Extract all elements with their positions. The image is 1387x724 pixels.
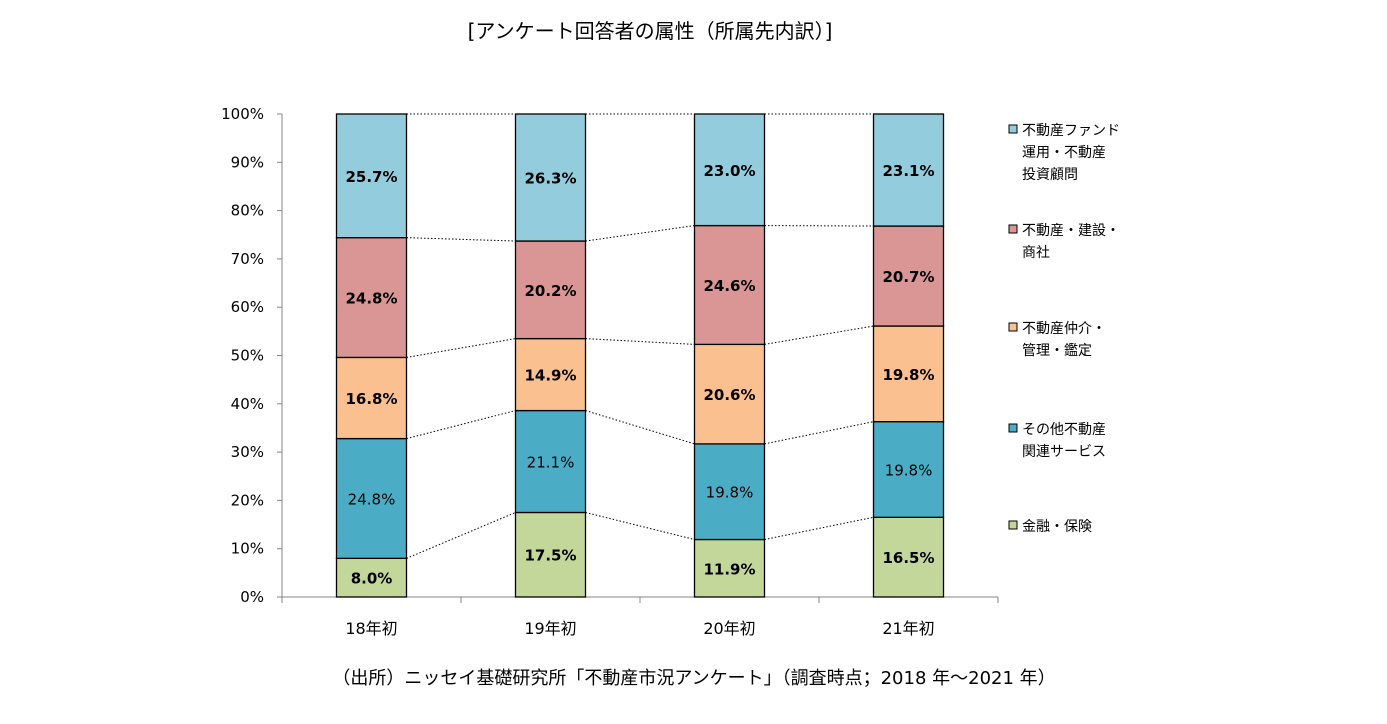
data-label: 20.6%	[703, 386, 755, 404]
bar-segment	[872, 325, 945, 423]
legend-swatch	[1008, 124, 1018, 134]
connector-line	[585, 338, 695, 345]
data-labels: 8.0% 17.5% 11.9% 16.5% 24.8% 21.1% 19.8% 19.8% 1…	[345, 162, 934, 588]
bar-segment	[693, 224, 766, 346]
connector-line	[764, 516, 874, 541]
x-tick-label: 19年初	[524, 619, 576, 638]
y-tick-label: 100%	[221, 105, 264, 123]
data-label: 23.1%	[882, 162, 934, 180]
y-tick-label: 30%	[231, 443, 264, 461]
legend-swatch	[1008, 224, 1018, 234]
bar-segment	[872, 225, 945, 327]
legend-swatch	[1008, 322, 1018, 332]
data-label: 19.8%	[885, 461, 933, 479]
bar-segment	[872, 113, 945, 227]
data-label: 24.8%	[348, 490, 396, 508]
connector-line	[764, 325, 874, 345]
y-tick-label: 80%	[231, 202, 264, 220]
data-label: 16.5%	[882, 549, 934, 567]
bars	[335, 113, 945, 598]
legend-item: 不動産・建設・商社	[1008, 223, 1120, 261]
y-tick-label: 20%	[231, 491, 264, 509]
connector-line	[406, 512, 516, 559]
data-label: 25.7%	[345, 168, 397, 186]
bar-segment	[872, 516, 945, 598]
data-label: 21.1%	[527, 454, 575, 472]
bar-segment	[335, 557, 408, 598]
data-label: 19.8%	[882, 366, 934, 384]
legend-label: 不動産・建設・商社	[1022, 223, 1120, 261]
bar-segment	[693, 343, 766, 445]
bar-segment	[872, 421, 945, 518]
data-label: 24.8%	[345, 290, 397, 308]
data-label: 17.5%	[524, 547, 576, 565]
bar-segment	[693, 443, 766, 541]
legend-item: 不動産仲介・管理・鑑定	[1008, 321, 1106, 359]
legend-swatch	[1008, 423, 1018, 433]
legend-label: その他不動産関連サービス	[1022, 422, 1106, 460]
bar-segment	[335, 356, 408, 440]
legend-item: 不動産ファンド運用・不動産投資顧問	[1008, 123, 1120, 183]
data-label: 20.2%	[524, 282, 576, 300]
data-label: 19.8%	[706, 484, 754, 502]
data-label: 26.3%	[524, 170, 576, 188]
connector-line	[406, 338, 516, 358]
x-tick-label: 18年初	[345, 619, 397, 638]
connector-line	[585, 511, 695, 541]
connector-lines	[406, 113, 874, 559]
source-note: （出所）ニッセイ基礎研究所「不動産市況アンケート」（調査時点；2018 年～20…	[332, 668, 1055, 689]
legend-label: 金融・保険	[1022, 519, 1092, 535]
data-label: 24.6%	[703, 277, 755, 295]
y-tick-label: 0%	[240, 588, 264, 606]
data-label: 23.0%	[703, 162, 755, 180]
bar-segment	[514, 337, 587, 412]
bar-segment	[514, 511, 587, 598]
bar-segment	[335, 113, 408, 239]
bar-segment	[335, 437, 408, 560]
y-tick-label: 60%	[231, 298, 264, 316]
bar-segment	[693, 113, 766, 227]
y-tick-label: 90%	[231, 153, 264, 171]
y-tick-label: 50%	[231, 347, 264, 365]
data-label: 8.0%	[351, 570, 393, 588]
legend-item: 金融・保険	[1008, 519, 1092, 535]
bar-segment	[335, 236, 408, 359]
data-label: 20.7%	[882, 268, 934, 286]
legend-label: 不動産ファンド運用・不動産投資顧問	[1022, 123, 1120, 183]
data-label: 14.9%	[524, 367, 576, 385]
legend-swatch	[1008, 520, 1018, 530]
bar-segment	[693, 538, 766, 598]
legend-item: その他不動産関連サービス	[1008, 422, 1106, 460]
y-tick-label: 40%	[231, 395, 264, 413]
bar-segment	[514, 409, 587, 514]
x-tick-label: 21年初	[882, 619, 934, 638]
chart-title: [アンケート回答者の属性（所属先内訳）]	[468, 19, 833, 43]
legend-label: 不動産仲介・管理・鑑定	[1022, 321, 1106, 359]
axes: 0% 10% 20% 30% 40% 50% 60% 70% 80% 90% 100% 18年初 19年…	[221, 105, 999, 638]
connector-line	[406, 237, 516, 242]
data-label: 11.9%	[703, 560, 755, 578]
x-tick-label: 20年初	[703, 619, 755, 638]
bar-segment	[514, 113, 587, 242]
connector-line	[764, 421, 874, 445]
connector-line	[585, 410, 695, 445]
connector-line	[406, 410, 516, 440]
y-tick-label: 10%	[231, 540, 264, 558]
connector-line	[585, 225, 695, 242]
bar-segment	[514, 240, 587, 340]
y-tick-label: 70%	[231, 250, 264, 268]
legend: 不動産ファンド運用・不動産投資顧問不動産・建設・商社不動産仲介・管理・鑑定その他…	[1008, 123, 1120, 535]
data-label: 16.8%	[345, 390, 397, 408]
